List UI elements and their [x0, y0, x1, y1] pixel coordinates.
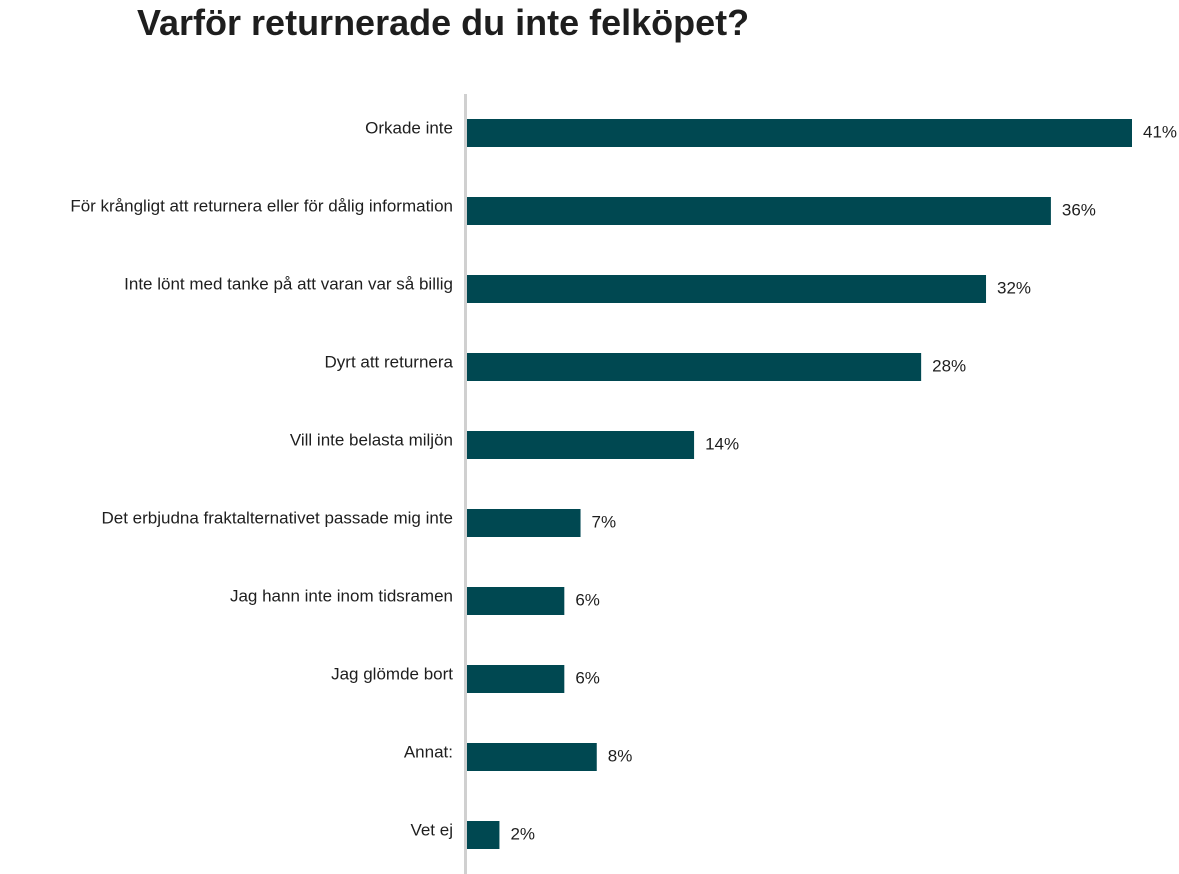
value-label-6: 7% [592, 512, 617, 531]
category-label-6: Det erbjudna fraktalternativet passade m… [101, 508, 453, 527]
value-label-7: 6% [575, 590, 600, 609]
bar-10 [467, 821, 500, 849]
value-labels-group: 41% 36% 32% 28% 14% 7% 6% 6% 8% 2% [510, 122, 1177, 843]
category-label-5: Vill inte belasta miljön [290, 430, 453, 449]
category-label-1: Orkade inte [365, 118, 453, 137]
value-label-1: 41% [1143, 122, 1177, 141]
value-label-8: 6% [575, 668, 600, 687]
value-label-2: 36% [1062, 200, 1096, 219]
bar-8 [467, 665, 565, 693]
value-label-4: 28% [932, 356, 966, 375]
category-labels-group: Orkade inte För krångligt att returnera e… [70, 118, 453, 839]
category-label-4: Dyrt att returnera [325, 352, 454, 371]
category-label-3: Inte lönt med tanke på att varan var så … [124, 274, 453, 293]
value-label-3: 32% [997, 278, 1031, 297]
category-label-2: För krångligt att returnera eller för då… [70, 196, 453, 215]
bar-1 [467, 119, 1132, 147]
bars-group [467, 119, 1132, 849]
category-label-10: Vet ej [410, 820, 453, 839]
category-label-8: Jag glömde bort [331, 664, 453, 683]
bar-3 [467, 275, 987, 303]
chart-title: Varför returnerade du inte felköpet? [137, 2, 750, 43]
value-label-9: 8% [608, 746, 633, 765]
bar-9 [467, 743, 597, 771]
category-label-7: Jag hann inte inom tidsramen [230, 586, 453, 605]
bar-6 [467, 509, 581, 537]
bar-4 [467, 353, 922, 381]
value-label-10: 2% [510, 824, 535, 843]
bar-7 [467, 587, 565, 615]
value-label-5: 14% [705, 434, 739, 453]
category-label-9: Annat: [404, 742, 453, 761]
bar-5 [467, 431, 695, 459]
bar-2 [467, 197, 1051, 225]
